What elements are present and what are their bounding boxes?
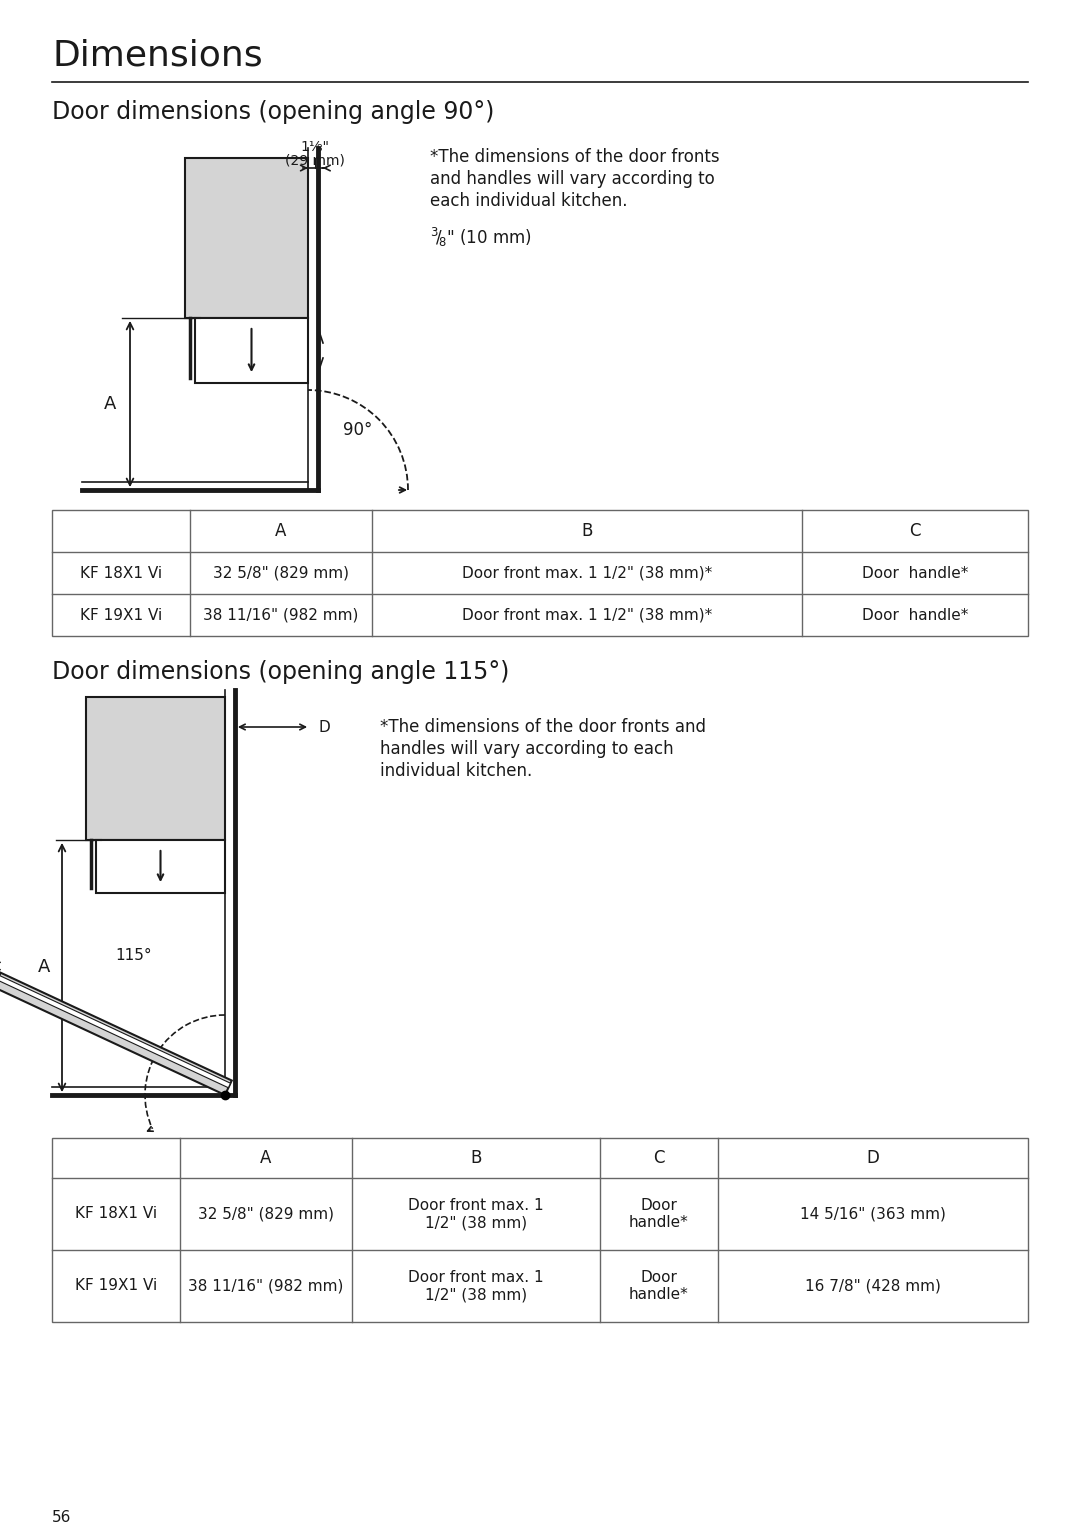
Bar [52, 1138, 1028, 1323]
Text: *The dimensions of the door fronts and: *The dimensions of the door fronts and [380, 719, 706, 735]
Text: Door front max. 1
1/2" (38 mm): Door front max. 1 1/2" (38 mm) [408, 1269, 544, 1303]
Bar [52, 511, 1028, 636]
Text: A: A [104, 394, 117, 413]
Text: each individual kitchen.: each individual kitchen. [430, 193, 627, 209]
Text: D: D [866, 1148, 879, 1167]
Text: Door  handle*: Door handle* [862, 566, 968, 581]
Text: KF 18X1 Vi: KF 18X1 Vi [75, 1206, 157, 1222]
Text: handles will vary according to each: handles will vary according to each [380, 740, 674, 758]
Text: *The dimensions of the door fronts: *The dimensions of the door fronts [430, 148, 719, 167]
Text: 38 11/16" (982 mm): 38 11/16" (982 mm) [203, 607, 359, 622]
Text: 38 11/16" (982 mm): 38 11/16" (982 mm) [188, 1278, 343, 1294]
Text: 115°: 115° [114, 948, 151, 962]
Polygon shape [0, 976, 230, 1087]
Text: and handles will vary according to: and handles will vary according to [430, 170, 715, 188]
Text: 90°: 90° [343, 420, 373, 439]
Text: D: D [318, 720, 329, 734]
Polygon shape [0, 972, 232, 1095]
Text: $^3\!/\!_8$" (10 mm): $^3\!/\!_8$" (10 mm) [430, 226, 531, 249]
Text: Door
handle*: Door handle* [630, 1269, 689, 1303]
Text: 14 5/16" (363 mm): 14 5/16" (363 mm) [800, 1206, 946, 1222]
Bar [96, 839, 225, 893]
Text: KF 19X1 Vi: KF 19X1 Vi [75, 1278, 157, 1294]
Text: Door
handle*: Door handle* [630, 1197, 689, 1231]
Text: A: A [38, 959, 50, 977]
Text: A: A [275, 521, 286, 540]
Text: Dimensions: Dimensions [52, 38, 262, 72]
Bar [86, 697, 225, 839]
Text: B: B [581, 521, 593, 540]
Text: (29 mm): (29 mm) [285, 154, 345, 168]
Text: Door front max. 1 1/2" (38 mm)*: Door front max. 1 1/2" (38 mm)* [462, 607, 712, 622]
Text: 1¹⁄₈": 1¹⁄₈" [300, 141, 329, 154]
Text: C: C [653, 1148, 665, 1167]
Text: KF 19X1 Vi: KF 19X1 Vi [80, 607, 162, 622]
Bar [195, 318, 308, 382]
Text: Door front max. 1 1/2" (38 mm)*: Door front max. 1 1/2" (38 mm)* [462, 566, 712, 581]
Text: Door  handle*: Door handle* [862, 607, 968, 622]
Text: 16 7/8" (428 mm): 16 7/8" (428 mm) [805, 1278, 941, 1294]
Text: Door dimensions (opening angle 90°): Door dimensions (opening angle 90°) [52, 99, 495, 124]
Text: Door dimensions (opening angle 115°): Door dimensions (opening angle 115°) [52, 661, 510, 683]
Text: individual kitchen.: individual kitchen. [380, 761, 532, 780]
Text: B: B [470, 1148, 482, 1167]
Text: 56: 56 [52, 1511, 71, 1524]
Text: 32 5/8" (829 mm): 32 5/8" (829 mm) [198, 1206, 334, 1222]
Text: C: C [909, 521, 921, 540]
Text: Door front max. 1
1/2" (38 mm): Door front max. 1 1/2" (38 mm) [408, 1197, 544, 1231]
Text: A: A [260, 1148, 272, 1167]
Text: KF 18X1 Vi: KF 18X1 Vi [80, 566, 162, 581]
Text: 32 5/8" (829 mm): 32 5/8" (829 mm) [213, 566, 349, 581]
Bar [185, 157, 308, 318]
